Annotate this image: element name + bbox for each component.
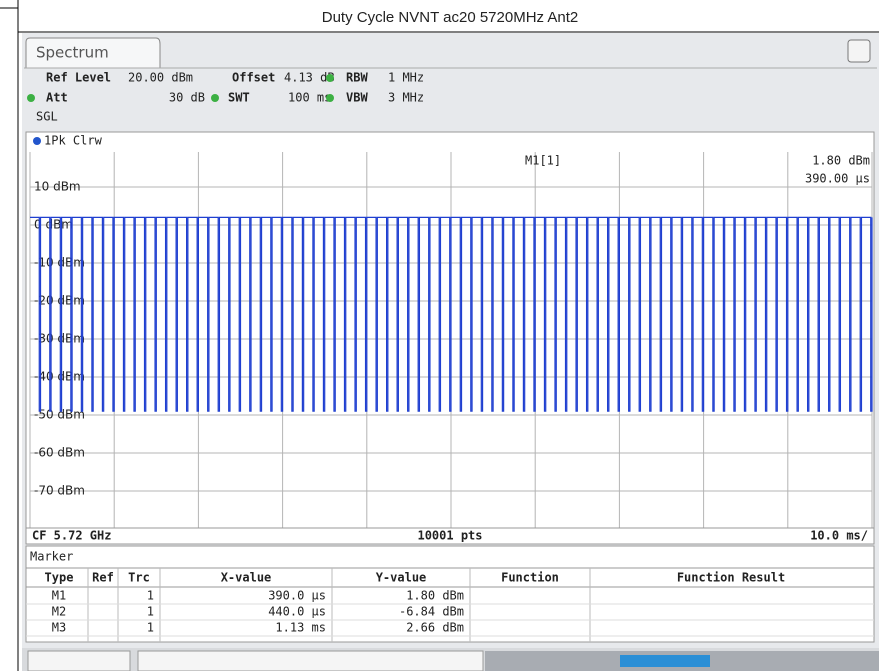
table-cell: M1	[52, 589, 66, 603]
setting-label: VBW	[346, 91, 368, 105]
setting-value: 30 dB	[169, 91, 205, 105]
table-cell: 390.0 µs	[268, 589, 326, 603]
setting-value: 20.00 dBm	[128, 71, 193, 85]
y-tick-label: -30 dBm	[34, 332, 85, 346]
marker-time: 390.00 µs	[805, 172, 870, 186]
title: Duty Cycle NVNT ac20 5720MHz Ant2	[322, 9, 579, 26]
footer-box	[27, 650, 131, 671]
setting-value: 1 MHz	[388, 71, 424, 85]
setting-label: Ref Level	[46, 71, 111, 85]
status-center: CF 5.72 GHz	[32, 529, 111, 543]
column-header: Trc	[128, 571, 150, 585]
setting-value: 3 MHz	[388, 91, 424, 105]
y-tick-label: -60 dBm	[34, 446, 85, 460]
marker-table-title: Marker	[30, 550, 73, 564]
status-dot	[326, 94, 334, 102]
y-tick-label: -20 dBm	[34, 294, 85, 308]
table-cell: 1	[147, 605, 154, 619]
trace-label: 1Pk Clrw	[44, 134, 103, 148]
setting-label: Att	[46, 91, 68, 105]
table-cell: -6.84 dBm	[399, 605, 464, 619]
mode: SGL	[36, 110, 58, 124]
table-cell: M3	[52, 621, 66, 635]
y-tick-label: 0 dBm	[34, 218, 73, 232]
status-points: 10001 pts	[417, 529, 482, 543]
y-tick-label: -10 dBm	[34, 256, 85, 270]
marker-value: 1.80 dBm	[812, 154, 870, 168]
table-cell: 1.80 dBm	[406, 589, 464, 603]
status-dot	[326, 74, 334, 82]
table-cell: M2	[52, 605, 66, 619]
column-header: Type	[45, 571, 74, 585]
table-cell: 1	[147, 589, 154, 603]
setting-label: SWT	[228, 91, 250, 105]
column-header: X-value	[221, 571, 272, 585]
column-header: Ref	[92, 571, 114, 585]
table-cell: 1	[147, 621, 154, 635]
table-cell: 2.66 dBm	[406, 621, 464, 635]
status-span: 10.0 ms/	[810, 529, 868, 543]
column-header: Function	[501, 571, 559, 585]
menu-icon[interactable]	[847, 39, 871, 63]
y-tick-label: -40 dBm	[34, 370, 85, 384]
column-header: Y-value	[376, 571, 427, 585]
tab[interactable]	[25, 37, 161, 68]
setting-value: 100 ms	[288, 91, 331, 105]
tab-label: Spectrum	[36, 44, 109, 62]
y-tick-label: -50 dBm	[34, 408, 85, 422]
setting-value: 4.13 dB	[284, 71, 335, 85]
table-cell: 440.0 µs	[268, 605, 326, 619]
status-dot	[211, 94, 219, 102]
setting-label: RBW	[346, 71, 368, 85]
setting-label: Offset	[232, 71, 275, 85]
column-header: Function Result	[677, 571, 785, 585]
table-cell: 1.13 ms	[275, 621, 326, 635]
trace-dot	[33, 137, 41, 145]
progress	[620, 655, 710, 667]
y-tick-label: -70 dBm	[34, 484, 85, 498]
marker-table	[25, 545, 875, 643]
footer-box	[137, 650, 484, 671]
marker-name: M1[1]	[525, 154, 561, 168]
trace	[30, 216, 873, 412]
y-tick-label: 10 dBm	[34, 180, 81, 194]
status-dot	[27, 94, 35, 102]
